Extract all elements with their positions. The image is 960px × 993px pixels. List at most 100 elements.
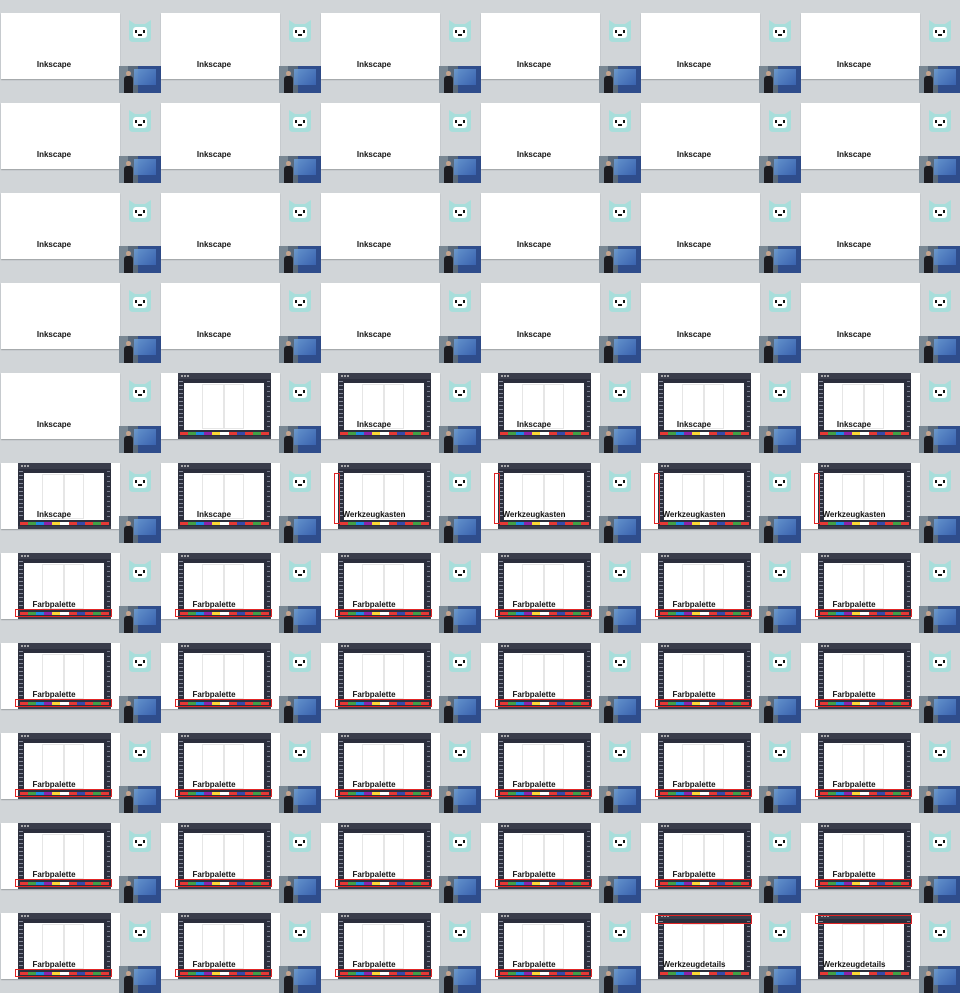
slide-caption: Werkzeugdetails	[822, 960, 886, 969]
slide-preview: Werkzeugkasten	[641, 463, 760, 529]
page-outline	[224, 654, 244, 699]
color-swatch	[252, 702, 261, 705]
color-swatch	[252, 612, 261, 615]
color-swatch	[372, 522, 381, 525]
color-palette-bar	[500, 972, 590, 975]
presenter-body	[764, 76, 773, 93]
color-swatch	[836, 522, 845, 525]
color-swatch	[68, 972, 77, 975]
color-swatch	[28, 612, 37, 615]
color-swatch	[532, 972, 541, 975]
whiteboard	[774, 159, 796, 175]
slide-preview: Farbpalette	[641, 643, 760, 709]
window-control-icon	[824, 555, 826, 557]
cat-face-icon	[286, 16, 314, 44]
whiteboard	[294, 429, 316, 445]
slide-preview: Farbpalette	[321, 733, 440, 799]
status-bar	[178, 526, 271, 529]
whiteboard	[614, 159, 636, 175]
page-outline	[544, 474, 564, 519]
menu-bar	[658, 913, 751, 919]
inkscape-window-preview	[658, 463, 751, 529]
color-swatch	[820, 612, 829, 615]
whiteboard	[454, 879, 476, 895]
cat-face-icon	[766, 106, 794, 134]
color-swatch	[348, 612, 357, 615]
menu-bar	[18, 913, 111, 919]
color-swatch	[28, 972, 37, 975]
color-swatch	[180, 522, 189, 525]
color-swatch	[220, 702, 229, 705]
status-bar	[338, 436, 431, 439]
thumbnail-frame: Farbpalette	[321, 643, 481, 723]
toolbox-strip	[499, 651, 503, 697]
color-palette-bar	[660, 522, 750, 525]
status-bar	[338, 706, 431, 709]
color-swatch	[564, 702, 573, 705]
color-swatch	[100, 612, 110, 615]
color-swatch	[364, 612, 373, 615]
window-control-icon	[347, 465, 349, 467]
thumbnail-frame: Werkzeugdetails	[801, 913, 960, 993]
status-bar	[658, 706, 751, 709]
toolbox-strip	[659, 741, 663, 787]
slide-caption: Inkscape	[676, 420, 712, 429]
presenter-webcam	[279, 516, 321, 543]
window-control-icon	[181, 375, 183, 377]
presenter-head	[606, 791, 611, 796]
commands-strip	[107, 831, 110, 877]
slide-preview: Inkscape	[481, 373, 600, 439]
thumbnail-frame: Farbpalette	[641, 643, 801, 723]
presenter-body	[604, 76, 613, 93]
color-swatch	[36, 792, 45, 795]
commands-strip	[747, 381, 750, 427]
commands-strip	[587, 921, 590, 967]
canvas-area	[344, 563, 424, 610]
slide-caption: Inkscape	[516, 240, 552, 249]
color-swatch	[732, 972, 741, 975]
color-swatch	[404, 612, 413, 615]
toolbox-strip	[499, 561, 503, 607]
color-swatch	[412, 882, 421, 885]
presenter-body	[764, 166, 773, 183]
color-swatch	[524, 882, 533, 885]
presenter-head	[286, 71, 291, 76]
color-swatch	[396, 522, 405, 525]
color-swatch	[212, 432, 221, 435]
window-control-icon	[824, 465, 826, 467]
window-control-icon	[344, 915, 346, 917]
slide-caption: Werkzeugdetails	[662, 960, 726, 969]
color-swatch	[188, 432, 197, 435]
color-swatch	[404, 702, 413, 705]
status-bar	[178, 976, 271, 979]
highlight-box-palette	[655, 879, 752, 887]
color-swatch	[420, 612, 430, 615]
presenter-head	[446, 341, 451, 346]
window-control-icon	[347, 555, 349, 557]
slide-caption: Farbpalette	[512, 780, 556, 789]
slide-preview: Farbpalette	[481, 823, 600, 889]
color-swatch	[28, 522, 37, 525]
color-swatch	[692, 792, 701, 795]
commands-strip	[747, 741, 750, 787]
highlight-box-palette	[15, 879, 112, 887]
page-outline	[682, 834, 704, 879]
highlight-box-palette	[495, 699, 592, 707]
color-swatch	[76, 882, 85, 885]
color-swatch	[508, 882, 517, 885]
whiteboard	[614, 429, 636, 445]
color-swatch	[500, 702, 509, 705]
color-swatch	[660, 432, 669, 435]
color-swatch	[220, 972, 229, 975]
color-swatch	[68, 612, 77, 615]
window-control-icon	[27, 465, 29, 467]
presenter-webcam	[599, 516, 641, 543]
inkscape-window-preview	[178, 373, 271, 439]
thumbnail-frame	[161, 373, 321, 453]
page-outline	[544, 924, 564, 969]
window-control-icon	[21, 465, 23, 467]
color-swatch	[836, 882, 845, 885]
menu-bar	[498, 553, 591, 559]
color-swatch	[60, 612, 69, 615]
status-bar	[498, 436, 591, 439]
